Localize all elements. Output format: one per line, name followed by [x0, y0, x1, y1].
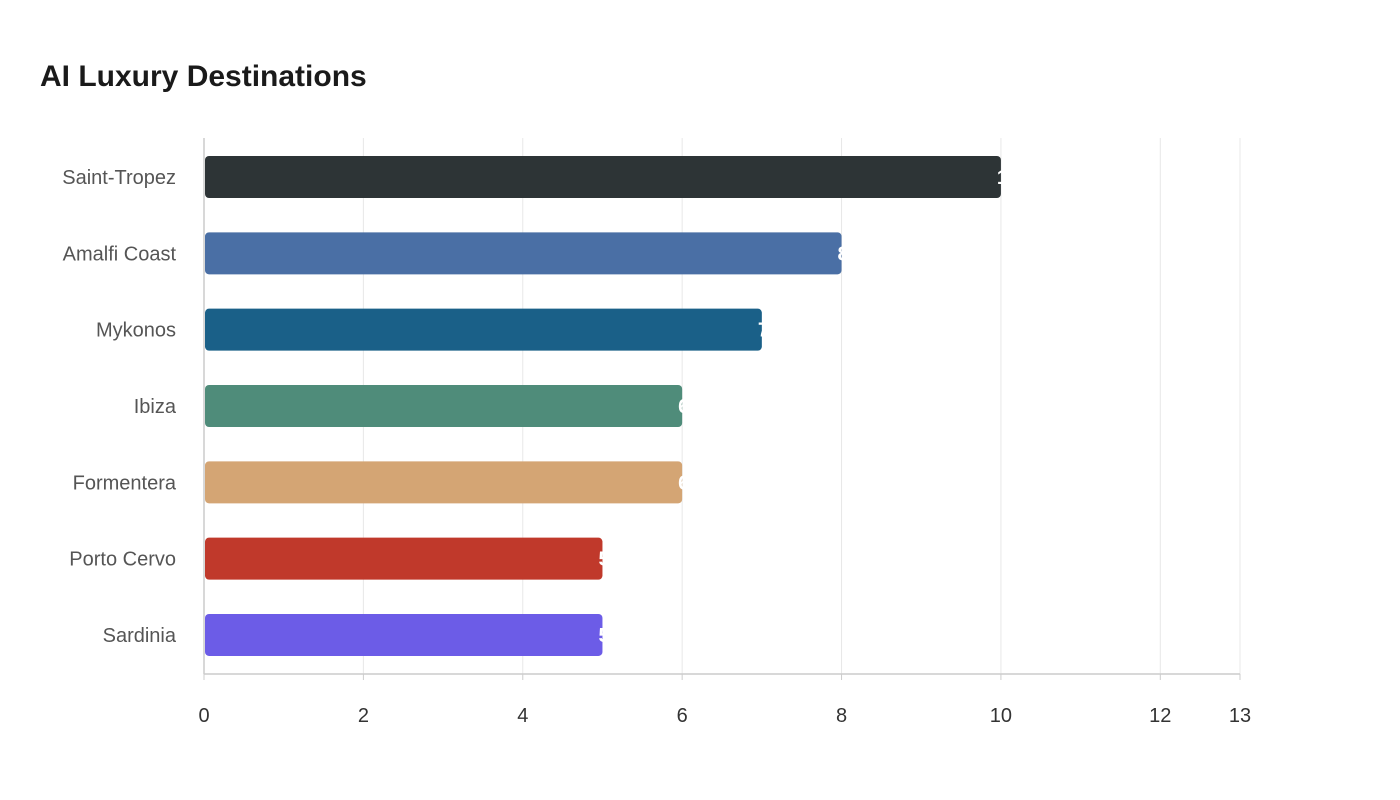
bar-ibiza[interactable]	[205, 384, 683, 427]
bar-mykonos[interactable]	[205, 308, 762, 351]
x-tick-label: 4	[517, 705, 528, 727]
category-label: Saint-Tropez	[62, 167, 176, 189]
category-label: Mykonos	[96, 320, 176, 342]
labels: 0 2 4 6 8 10 12 13 Saint-Tropez 10 Amalfi Coast 8 My…	[62, 167, 1251, 727]
bar-porto-cervo[interactable]	[205, 537, 603, 580]
x-tick-label: 8	[836, 705, 847, 727]
category-label: Formentera	[73, 472, 177, 494]
bars	[205, 156, 1001, 656]
x-tick-label: 10	[990, 705, 1012, 727]
x-tick-label: 12	[1149, 705, 1171, 727]
value-label: 5	[598, 549, 609, 571]
bar-amalfi-coast[interactable]	[205, 232, 842, 275]
value-label: 6	[678, 396, 689, 418]
value-label: 10	[997, 167, 1019, 189]
x-tick-label: 6	[677, 705, 688, 727]
bar-sardinia[interactable]	[205, 613, 603, 656]
category-label: Porto Cervo	[69, 549, 176, 571]
x-tick-label: 2	[358, 705, 369, 727]
axes	[203, 138, 1241, 680]
bar-saint-tropez[interactable]	[205, 156, 1001, 198]
value-label: 7	[758, 320, 769, 342]
value-label: 5	[598, 625, 609, 647]
category-label: Sardinia	[103, 625, 177, 647]
chart-title: AI Luxury Destinations	[40, 60, 367, 93]
value-label: 8	[838, 243, 849, 265]
bar-formentera[interactable]	[205, 461, 683, 504]
category-label: Amalfi Coast	[63, 243, 177, 265]
category-label: Ibiza	[134, 396, 177, 418]
x-tick-label: 0	[198, 705, 209, 727]
x-tick-label: 13	[1229, 705, 1251, 727]
value-label: 6	[678, 472, 689, 494]
